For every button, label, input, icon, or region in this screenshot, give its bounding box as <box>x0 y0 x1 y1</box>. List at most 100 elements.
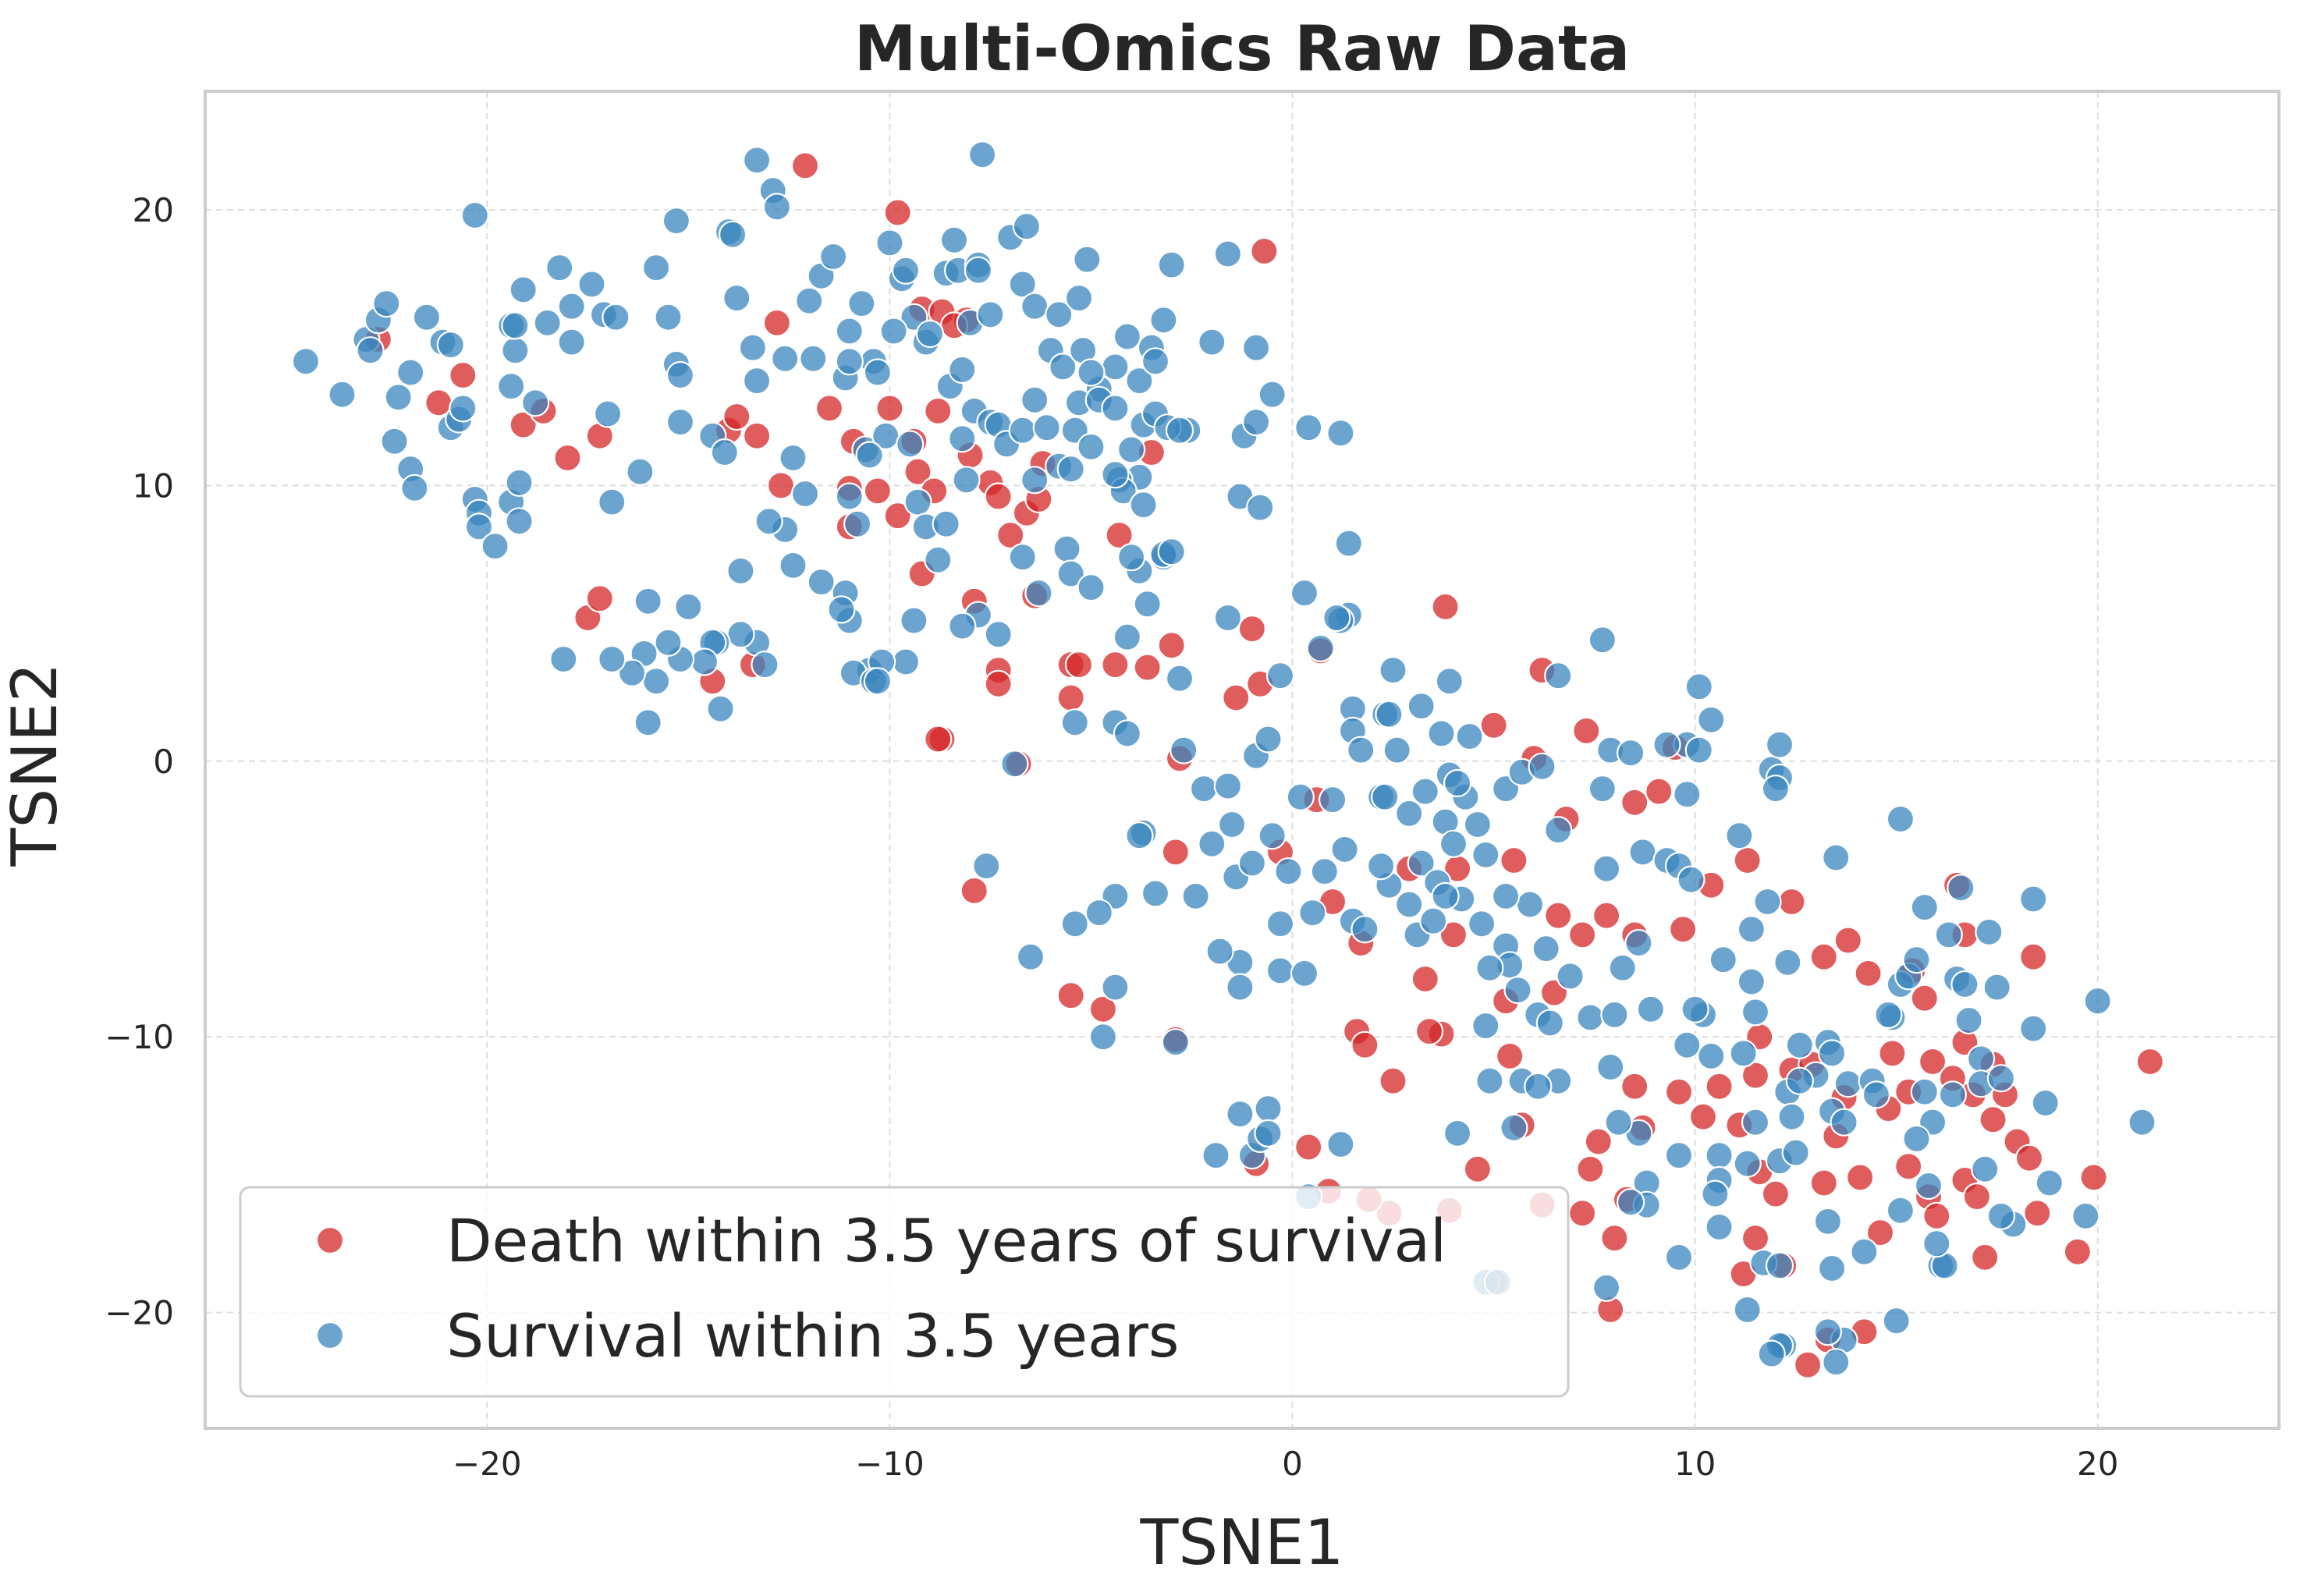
point-survival <box>1407 849 1436 878</box>
point-survival <box>967 140 997 169</box>
point-survival <box>521 388 550 417</box>
point-survival <box>742 367 772 395</box>
point-survival <box>1198 328 1226 356</box>
point-survival <box>1435 667 1464 696</box>
point-survival <box>509 275 538 304</box>
point-death <box>924 725 953 754</box>
point-survival <box>1773 948 1802 977</box>
point-survival <box>634 587 662 615</box>
point-survival <box>1189 774 1219 803</box>
point-death <box>1705 1072 1734 1101</box>
point-death <box>1496 1041 1524 1071</box>
point-survival <box>1000 750 1029 778</box>
x-tick-label: −10 <box>855 1445 925 1483</box>
point-survival <box>1161 1028 1190 1057</box>
point-survival <box>1986 1064 2015 1093</box>
point-survival <box>779 443 807 473</box>
point-survival <box>1785 1066 1814 1095</box>
point-death <box>585 584 614 613</box>
point-survival <box>726 620 755 649</box>
point-survival <box>356 336 385 365</box>
point-survival <box>1471 1011 1500 1041</box>
point-death <box>1544 901 1573 930</box>
point-death <box>1688 1102 1718 1131</box>
point-survival <box>1226 973 1255 1002</box>
point-survival <box>1077 432 1106 462</box>
point-death <box>790 151 820 180</box>
point-survival <box>843 509 872 538</box>
point-survival <box>779 551 807 580</box>
point-survival <box>1407 691 1436 721</box>
point-survival <box>1101 394 1130 423</box>
point-survival <box>400 473 429 503</box>
point-survival <box>1528 752 1556 781</box>
point-survival <box>1213 771 1243 800</box>
y-tick-label: 20 <box>133 191 174 229</box>
point-death <box>742 421 772 450</box>
point-survival <box>598 644 626 674</box>
point-survival <box>924 545 953 574</box>
point-survival <box>1475 1066 1504 1095</box>
point-death <box>1918 1047 1947 1076</box>
point-death <box>1733 846 1762 875</box>
point-survival <box>1475 953 1504 982</box>
point-survival <box>1524 1072 1553 1101</box>
point-survival <box>1596 1052 1625 1082</box>
point-survival <box>1439 829 1468 858</box>
point-survival <box>1084 898 1113 927</box>
point-death <box>924 396 953 426</box>
point-death <box>883 198 912 227</box>
point-survival <box>1431 881 1460 911</box>
point-survival <box>593 399 623 428</box>
point-survival <box>1049 353 1077 381</box>
point-survival <box>577 270 606 299</box>
point-survival <box>1318 786 1347 814</box>
point-survival <box>835 482 864 511</box>
point-death <box>1414 1016 1444 1046</box>
point-survival <box>1088 1023 1118 1052</box>
point-survival <box>1427 719 1456 748</box>
axis-ticks: −20 −10 0 10 20 −20 −10 0 10 20 <box>105 191 2118 1483</box>
point-survival <box>1347 736 1375 764</box>
point-death <box>1741 1061 1770 1090</box>
point-survival <box>706 694 735 723</box>
y-tick-label: 10 <box>133 466 174 505</box>
point-survival <box>1684 736 1713 764</box>
point-survival <box>481 531 509 561</box>
point-survival <box>1725 821 1754 850</box>
point-survival <box>1157 250 1186 279</box>
point-death <box>762 308 792 337</box>
point-survival <box>1254 1094 1283 1123</box>
point-survival <box>654 628 683 657</box>
point-death <box>2019 942 2048 971</box>
point-survival <box>847 289 876 318</box>
x-tick-label: −20 <box>453 1445 522 1483</box>
point-death <box>1584 1127 1613 1156</box>
point-death <box>1567 920 1597 949</box>
point-survival <box>1982 973 2011 1002</box>
point-survival <box>1326 1130 1355 1159</box>
legend-marker-survival <box>315 1321 345 1350</box>
point-survival <box>1673 1030 1702 1059</box>
point-death <box>903 457 932 486</box>
point-survival <box>1471 840 1500 870</box>
point-death <box>1056 981 1085 1010</box>
point-survival <box>1258 821 1287 850</box>
point-survival <box>1265 661 1295 690</box>
point-death <box>1809 1169 1838 1197</box>
point-survival <box>1455 722 1484 751</box>
point-death <box>1962 1182 1991 1211</box>
point-death <box>1572 716 1601 746</box>
x-tick-label: 20 <box>2077 1445 2118 1483</box>
point-survival <box>662 207 691 236</box>
point-survival <box>1922 1229 1951 1258</box>
point-survival <box>557 328 586 356</box>
point-survival <box>1701 1179 1730 1208</box>
point-survival <box>1535 1009 1564 1037</box>
point-survival <box>762 193 792 222</box>
point-survival <box>771 344 800 373</box>
point-survival <box>1636 995 1665 1023</box>
point-survival <box>1556 962 1585 991</box>
point-survival <box>1741 1108 1770 1137</box>
point-survival <box>1265 956 1295 985</box>
